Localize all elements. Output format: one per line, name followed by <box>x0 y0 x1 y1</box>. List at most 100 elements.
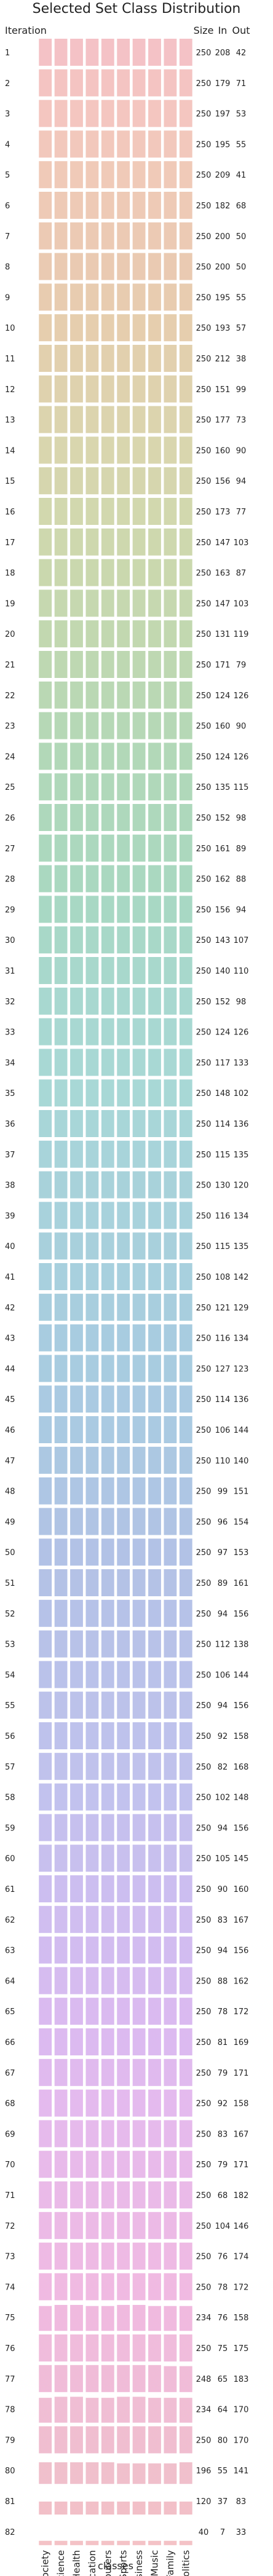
bar-science <box>54 742 68 770</box>
bar-family <box>164 2089 177 2117</box>
iteration-label: 71 <box>5 2191 15 2200</box>
bar-music <box>148 253 161 280</box>
bar-politics <box>179 2334 192 2361</box>
bar-sports <box>117 1661 130 1688</box>
bar-education <box>85 1140 99 1168</box>
out-value: 148 <box>234 1794 249 1803</box>
iteration-row: 35 250 148 102 <box>5 1079 248 1107</box>
size-value: 250 <box>196 140 212 149</box>
bar-family <box>164 436 177 464</box>
bar-society <box>39 1324 52 1352</box>
iteration-label: 5 <box>5 171 10 180</box>
iteration-label: 58 <box>5 1794 15 1803</box>
in-value: 152 <box>215 814 231 823</box>
bar-music <box>148 161 161 189</box>
bar-family <box>164 222 177 250</box>
bar-computers <box>101 1232 114 1260</box>
bar-business <box>132 1692 146 1719</box>
x-tick-label: Music <box>149 2550 160 2576</box>
bar-politics <box>179 2273 192 2301</box>
in-value: 124 <box>215 752 231 762</box>
out-value: 126 <box>234 752 249 762</box>
iteration-row: 40 250 115 135 <box>5 1232 248 1260</box>
bar-politics <box>179 1630 192 1658</box>
iteration-row: 33 250 124 126 <box>5 1018 248 1046</box>
bar-health <box>70 896 83 923</box>
bar-politics <box>179 1998 192 2025</box>
bar-education <box>85 2058 99 2086</box>
size-value: 250 <box>196 2283 212 2292</box>
bar-family <box>164 1936 177 1964</box>
bar-science <box>54 345 68 372</box>
bar-sports <box>117 283 130 311</box>
bar-family <box>164 345 177 372</box>
bar-politics <box>179 467 192 495</box>
iteration-label: 70 <box>5 2160 15 2170</box>
iteration-row: 22 250 124 126 <box>5 681 248 709</box>
bar-sports <box>117 742 130 770</box>
in-value: 104 <box>215 2222 231 2231</box>
bar-politics <box>179 345 192 372</box>
bar-business <box>132 1599 146 1627</box>
bar-family <box>164 314 177 342</box>
bar-business <box>132 896 146 923</box>
size-value: 250 <box>196 1334 212 1344</box>
bar-education <box>85 375 99 403</box>
bar-family <box>164 834 177 862</box>
bar-science <box>54 2397 68 2423</box>
bar-politics <box>179 1692 192 1719</box>
bar-business <box>132 804 146 831</box>
bar-business <box>132 467 146 495</box>
iteration-label: 46 <box>5 1426 15 1435</box>
iteration-label: 27 <box>5 845 15 854</box>
size-value: 248 <box>196 2375 212 2384</box>
out-value: 90 <box>236 446 247 455</box>
bar-politics <box>179 1018 192 1046</box>
out-value: 141 <box>234 2467 249 2476</box>
bar-society <box>39 1967 52 1995</box>
bar-science <box>54 2334 68 2361</box>
bar-family <box>164 896 177 923</box>
in-value: 121 <box>215 1304 231 1313</box>
bar-education <box>85 1171 99 1199</box>
bar-health <box>70 1661 83 1688</box>
bar-science <box>54 406 68 433</box>
in-value: 143 <box>215 936 231 945</box>
iteration-label: 33 <box>5 1028 15 1038</box>
size-value: 250 <box>196 1242 212 1251</box>
in-value: 148 <box>215 1089 231 1098</box>
bar-education <box>85 773 99 801</box>
bar-business <box>132 1752 146 1780</box>
bar-health <box>70 2181 83 2208</box>
bar-sports <box>117 467 130 495</box>
iteration-label: 36 <box>5 1120 15 1129</box>
bar-family <box>164 773 177 801</box>
bar-computers <box>101 2028 114 2055</box>
size-value: 250 <box>196 1211 212 1221</box>
x-tick-label: Sports <box>118 2550 129 2576</box>
size-value: 250 <box>196 752 212 762</box>
bar-science <box>54 1171 68 1199</box>
bar-politics <box>179 957 192 984</box>
bar-sports <box>117 559 130 586</box>
iteration-label: 9 <box>5 293 10 302</box>
bar-family <box>164 1508 177 1535</box>
bar-politics <box>179 712 192 739</box>
bar-family <box>164 1845 177 1872</box>
bar-health <box>70 130 83 158</box>
bar-family <box>164 253 177 280</box>
bar-society <box>39 1752 52 1780</box>
bar-family <box>164 1538 177 1566</box>
bar-family <box>164 528 177 556</box>
x-tick-label: Health <box>71 2550 82 2576</box>
bar-society <box>39 1845 52 1872</box>
bar-music <box>148 2334 161 2361</box>
iteration-row: 12 250 151 99 <box>5 375 246 403</box>
bar-science <box>54 957 68 984</box>
bar-science <box>54 2120 68 2148</box>
iteration-label: 12 <box>5 385 15 395</box>
bar-sports <box>117 2426 130 2454</box>
out-value: 115 <box>234 783 249 792</box>
bar-business <box>132 589 146 617</box>
bar-business <box>132 2501 146 2515</box>
